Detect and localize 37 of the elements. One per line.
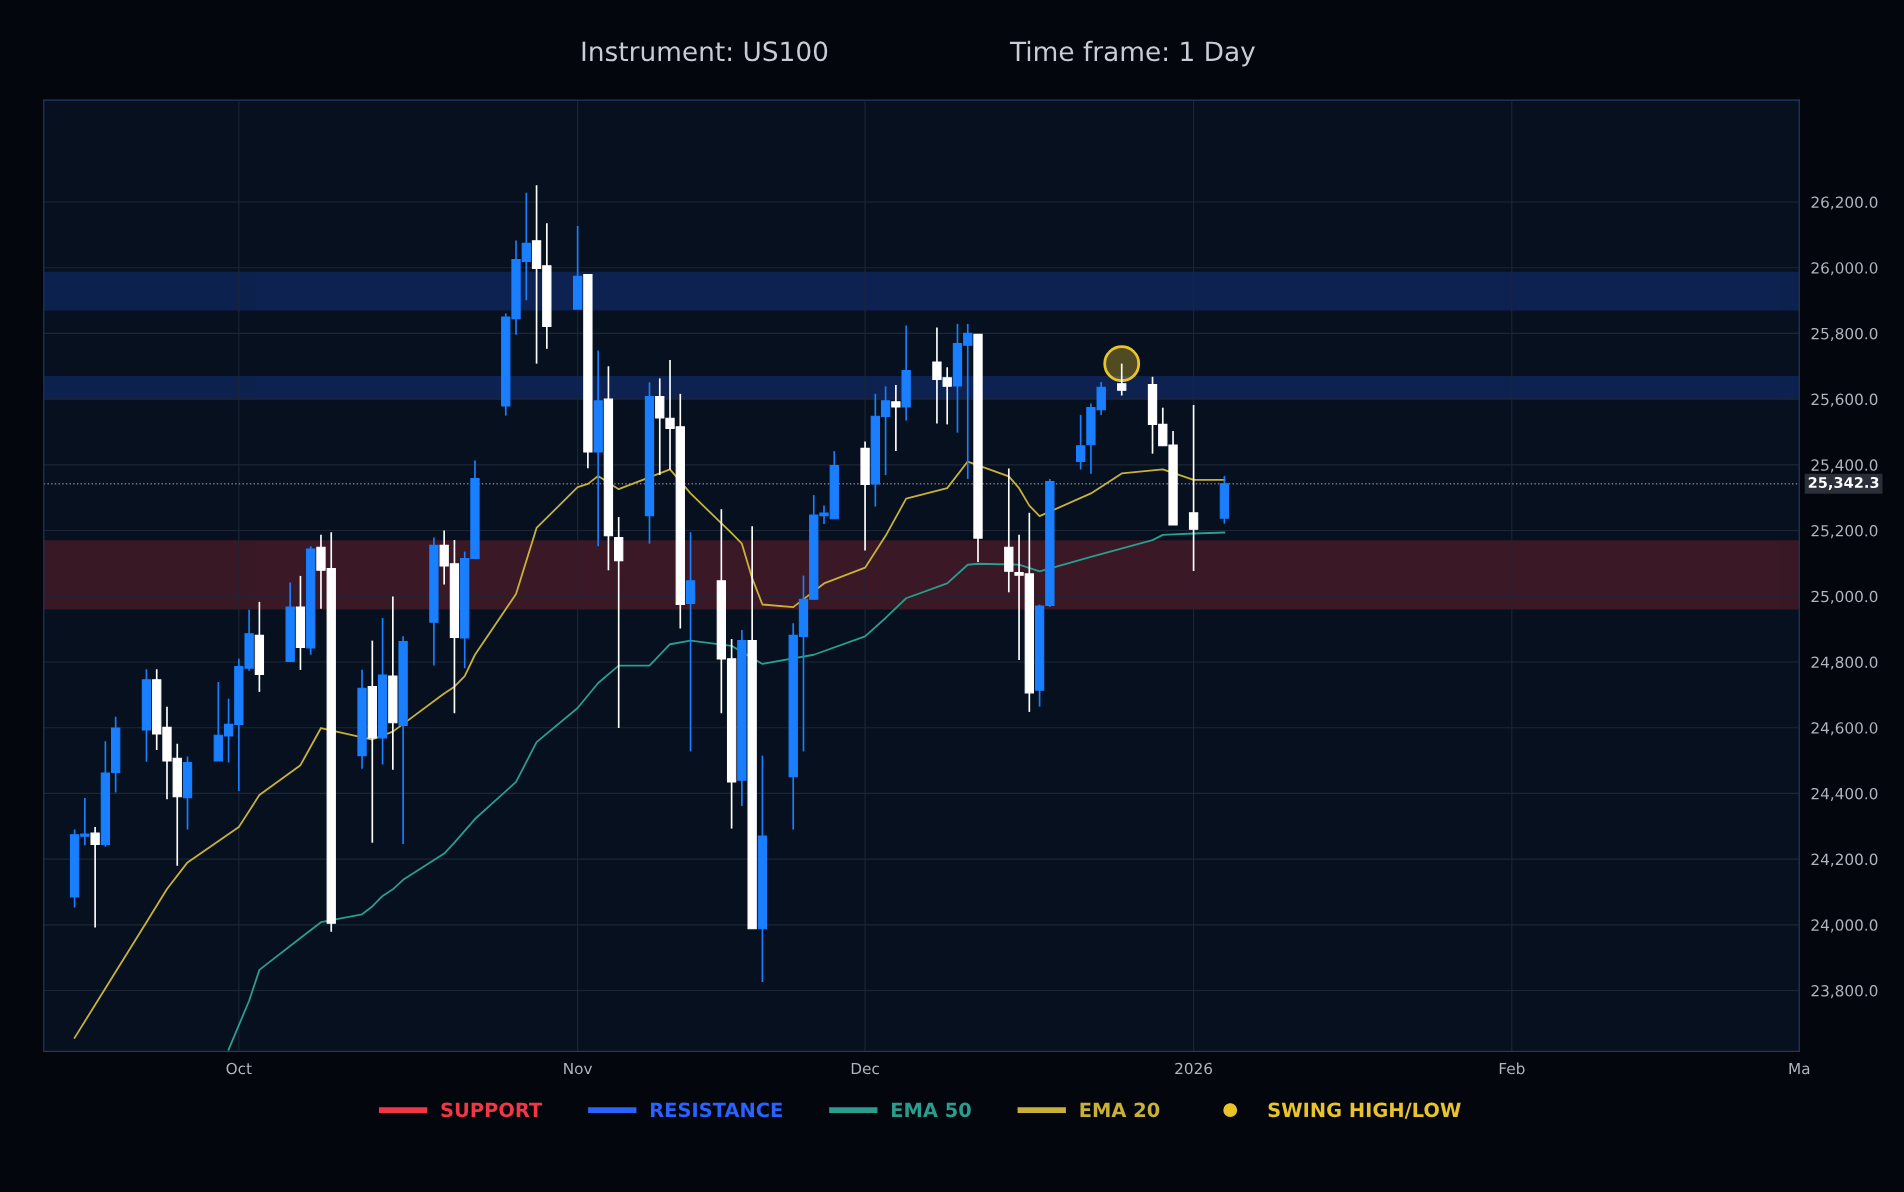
- candlestick: [1004, 467, 1014, 594]
- chart-subtitle: Time frame: 1 Day: [1009, 40, 1255, 67]
- y-tick-label: 25,200.0: [1811, 525, 1878, 539]
- y-tick-label: 24,600.0: [1811, 722, 1878, 736]
- x-tick-label: Oct: [226, 1062, 252, 1075]
- candlestick: [1075, 414, 1086, 471]
- y-tick-label: 26,000.0: [1811, 262, 1878, 276]
- x-tick-label: Dec: [851, 1062, 879, 1075]
- x-tick-label: Ma: [1789, 1062, 1810, 1075]
- x-tick-label: Nov: [564, 1062, 593, 1075]
- y-tick-label: 24,800.0: [1811, 656, 1878, 670]
- legend-label: EMA 50: [892, 1102, 971, 1118]
- y-tick-label: 23,800.0: [1811, 985, 1878, 999]
- legend-label: SWING HIGH/LOW: [1268, 1102, 1461, 1119]
- ref-line-label: 25,342.3: [1808, 477, 1879, 490]
- y-tick-label: 25,800.0: [1811, 327, 1878, 341]
- y-tick-label: 25,000.0: [1811, 590, 1878, 604]
- x-tick-label: 2026: [1175, 1062, 1213, 1075]
- x-tick-label: Feb: [1499, 1062, 1525, 1075]
- legend-label: SUPPORT: [441, 1102, 543, 1118]
- y-tick-label: 25,600.0: [1811, 393, 1878, 407]
- chart-title: Instrument: US100: [582, 41, 828, 62]
- y-tick-label: 25,400.0: [1811, 459, 1878, 473]
- candlestick: [90, 826, 100, 929]
- candlestick: [1188, 404, 1199, 572]
- line-series: [73, 460, 1226, 1039]
- line-series: [227, 531, 1226, 1051]
- legend-label: RESISTANCE: [650, 1102, 782, 1118]
- candlestick: [1117, 362, 1127, 397]
- y-tick-label: 24,400.0: [1811, 787, 1878, 801]
- candlestick: [614, 516, 624, 729]
- y-tick-label: 24,200.0: [1811, 853, 1878, 867]
- candlestick: [891, 384, 901, 452]
- candlestick: [685, 531, 696, 753]
- y-tick-label: 26,200.0: [1811, 196, 1878, 210]
- y-tick-label: 24,000.0: [1811, 919, 1878, 933]
- legend-label: EMA 20: [1080, 1102, 1160, 1118]
